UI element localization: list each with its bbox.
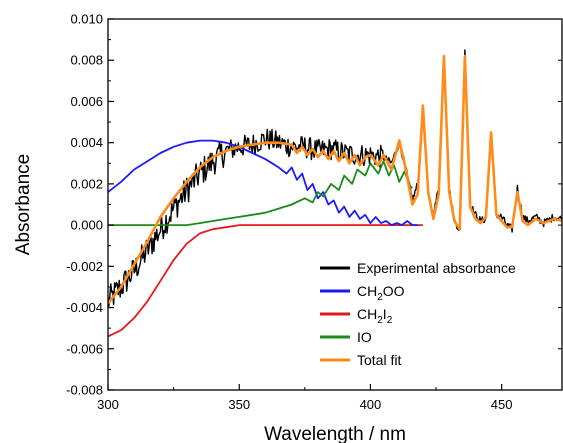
ticks-layer: 300 350 400 450 -0.008 -0.006 -0.004 -0.002 0.00… xyxy=(66,12,562,412)
legend-label: CH2I2 xyxy=(357,306,393,326)
series-layer xyxy=(108,49,562,338)
y-tick-label: 0.004 xyxy=(70,135,103,150)
y-tick-label: 0.000 xyxy=(70,218,103,233)
y-tick-label: 0.006 xyxy=(70,94,103,109)
y-tick-label: 0.002 xyxy=(70,176,103,191)
x-tick-label: 450 xyxy=(491,397,513,412)
x-tick-label: 350 xyxy=(228,397,250,412)
series-line-ch2i2 xyxy=(108,224,423,338)
legend: Experimental absorbance CH2OO CH2I2 IO Total… xyxy=(320,260,516,368)
series-line-io xyxy=(108,160,413,226)
x-tick-label: 300 xyxy=(97,397,119,412)
y-tick-label: -0.008 xyxy=(66,383,103,398)
y-tick-label: -0.006 xyxy=(66,341,103,356)
x-axis-title: Wavelength / nm xyxy=(264,424,406,443)
legend-label: Total fit xyxy=(357,352,401,368)
series-line-total-fit xyxy=(108,54,562,305)
y-tick-label: 0.008 xyxy=(70,53,103,68)
legend-label: CH2OO xyxy=(357,283,405,303)
y-tick-label: 0.010 xyxy=(70,12,103,27)
y-tick-label: -0.002 xyxy=(66,259,103,274)
y-tick-label: -0.004 xyxy=(66,300,103,315)
x-tick-label: 400 xyxy=(360,397,382,412)
legend-label: Experimental absorbance xyxy=(357,260,516,276)
legend-label: IO xyxy=(357,329,372,345)
series-line-ch2oo xyxy=(108,139,418,226)
y-axis-title: Absorbance xyxy=(13,154,34,255)
